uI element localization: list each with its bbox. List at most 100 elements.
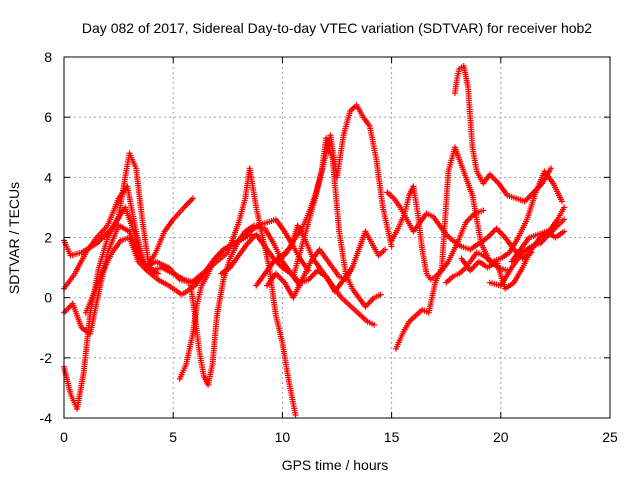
data-point-run xyxy=(348,103,359,113)
data-point xyxy=(377,291,384,298)
y-tick-label: 2 xyxy=(44,230,52,246)
data-point-run xyxy=(551,182,564,203)
x-tick-label: 0 xyxy=(60,429,68,445)
data-point-run xyxy=(274,272,287,285)
data-point-run xyxy=(407,314,417,324)
data-point-run xyxy=(156,277,171,288)
series-track-20 xyxy=(486,216,568,289)
data-point-run xyxy=(215,251,229,264)
data-point-run xyxy=(284,236,298,254)
data-point-run xyxy=(105,197,121,227)
data-point-run xyxy=(236,197,248,224)
series-track-18 xyxy=(451,63,555,205)
data-point-run xyxy=(139,221,152,269)
data-point xyxy=(371,321,378,328)
data-point-run xyxy=(488,172,501,185)
data-point-run xyxy=(183,332,196,365)
data-point-run xyxy=(95,224,110,239)
data-point-run xyxy=(461,170,475,197)
x-tick-label: 5 xyxy=(169,429,177,445)
data-point xyxy=(480,207,487,214)
chart-title: Day 082 of 2017, Sidereal Day-to-day VTE… xyxy=(82,20,592,36)
data-point-run xyxy=(145,251,158,269)
data-point-run xyxy=(380,206,395,248)
data-point-run xyxy=(84,236,99,254)
data-point-run xyxy=(263,245,276,260)
data-point-run xyxy=(74,371,87,410)
data-point-run xyxy=(400,320,411,335)
data-point-run xyxy=(482,253,494,264)
data-point-run xyxy=(182,196,195,209)
x-tick-label: 20 xyxy=(493,429,509,445)
data-point-run xyxy=(101,251,115,272)
data-point-run xyxy=(520,248,534,269)
data-point-run xyxy=(301,197,318,239)
data-point-run xyxy=(554,229,566,240)
data-point-run xyxy=(433,266,444,284)
data-point-run xyxy=(124,185,139,233)
data-point-run xyxy=(247,167,259,209)
data-point-run xyxy=(350,287,361,299)
data-point-run xyxy=(324,257,335,269)
data-point-run xyxy=(286,381,299,416)
data-point xyxy=(561,216,568,223)
data-point xyxy=(292,411,299,418)
data-point-run xyxy=(494,226,507,239)
data-point-run xyxy=(516,218,530,239)
data-point-run xyxy=(366,319,375,327)
data-point-run xyxy=(266,217,277,225)
data-point-run xyxy=(468,241,481,252)
data-point-run xyxy=(489,280,502,289)
data-point-run xyxy=(236,242,250,257)
data-point xyxy=(388,243,395,250)
data-point-run xyxy=(276,251,289,264)
data-point-run xyxy=(336,230,349,275)
data-point-run xyxy=(279,341,292,383)
data-point-run xyxy=(509,248,523,263)
data-point-run xyxy=(438,170,452,269)
data-point xyxy=(382,246,389,253)
data-point-run xyxy=(136,260,149,273)
data-point-run xyxy=(477,259,489,270)
data-point-run xyxy=(290,236,307,278)
x-tick-label: 25 xyxy=(602,429,618,445)
data-point-run xyxy=(320,269,330,281)
data-point xyxy=(558,198,565,205)
data-point-run xyxy=(274,218,287,233)
data-point-run xyxy=(153,230,167,254)
data-point-run xyxy=(363,230,374,245)
data-point-run xyxy=(96,236,111,269)
data-point xyxy=(561,204,568,211)
data-point-run xyxy=(507,236,521,254)
data-point-run xyxy=(452,146,466,173)
data-point-run xyxy=(373,292,382,300)
data-point-run xyxy=(263,227,276,245)
data-point-run xyxy=(273,314,285,344)
data-point-run xyxy=(254,233,267,248)
data-point-run xyxy=(398,206,409,221)
data-point-run xyxy=(341,110,353,137)
data-point-run xyxy=(556,217,566,227)
data-point-run xyxy=(540,167,553,185)
data-point-run xyxy=(340,296,350,306)
data-point-run xyxy=(444,232,455,243)
data-point-run xyxy=(469,194,484,245)
x-tick-label: 15 xyxy=(384,429,400,445)
data-point-run xyxy=(241,229,252,239)
series-track-21 xyxy=(508,228,568,265)
y-axis-label: SDTVAR / TECUs xyxy=(6,182,22,294)
data-point-run xyxy=(363,296,376,309)
data-point-run xyxy=(343,272,355,290)
data-point-run xyxy=(312,161,327,200)
y-tick-label: 6 xyxy=(44,109,52,125)
data-point-run xyxy=(389,227,401,242)
data-point-run xyxy=(524,191,539,221)
data-point-run xyxy=(105,215,121,239)
data-point-run xyxy=(503,280,516,291)
data-point xyxy=(561,228,568,235)
data-point-run xyxy=(532,181,544,194)
data-point-run xyxy=(133,167,146,224)
data-point-run xyxy=(425,211,434,219)
data-point-run xyxy=(281,265,293,276)
